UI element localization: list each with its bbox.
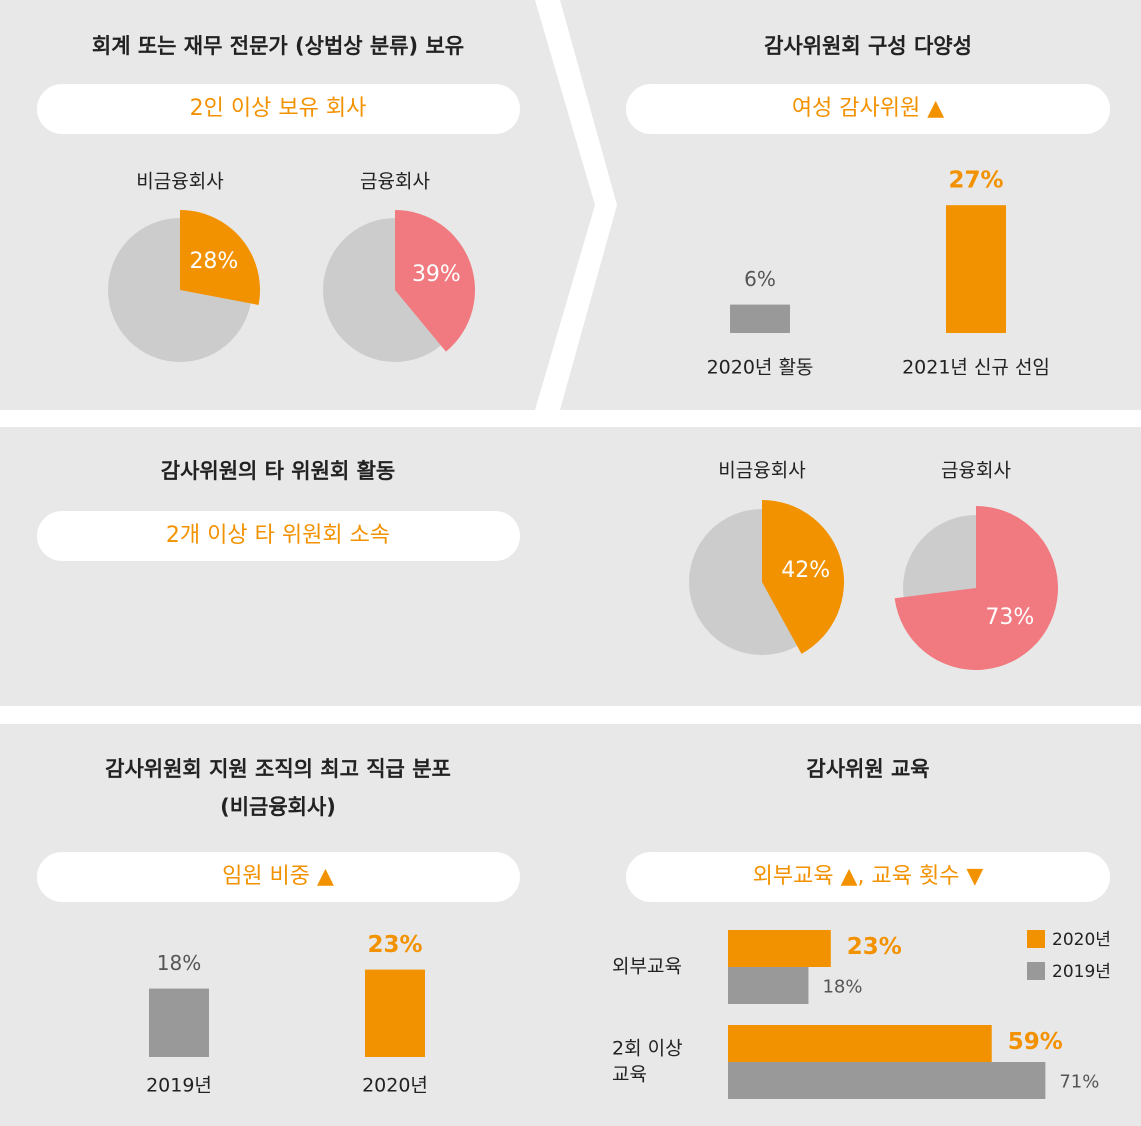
pill bbox=[626, 852, 1110, 902]
chart-title: 감사위원회 지원 조직의 최고 직급 분포 bbox=[105, 757, 451, 781]
pie-label: 금융회사 bbox=[360, 171, 430, 193]
pie-slice bbox=[894, 506, 1059, 671]
bar bbox=[946, 205, 1006, 333]
x-tick-label: 2020년 활동 bbox=[707, 357, 814, 379]
chart-title: 감사위원 교육 bbox=[806, 757, 929, 781]
bar bbox=[728, 930, 831, 967]
x-tick-label: 2020년 bbox=[362, 1075, 428, 1097]
bar bbox=[728, 1025, 992, 1062]
pill bbox=[37, 84, 520, 134]
panel bbox=[560, 0, 1141, 410]
chart-subtitle: 외부교육 ▲, 교육 횟수 ▼ bbox=[753, 864, 984, 889]
pill bbox=[37, 511, 520, 561]
pill bbox=[626, 84, 1110, 134]
legend-label: 2020년 bbox=[1052, 930, 1111, 950]
bar bbox=[728, 1062, 1046, 1099]
value-label: 59% bbox=[1008, 1029, 1063, 1055]
chart-subtitle: 2인 이상 보유 회사 bbox=[190, 96, 367, 121]
chart-title: 회계 또는 재무 전문가 (상법상 분류) 보유 bbox=[92, 34, 464, 58]
value-label: 18% bbox=[822, 977, 862, 998]
chart-subtitle: 여성 감사위원 ▲ bbox=[792, 96, 944, 121]
pie-slice bbox=[395, 210, 475, 352]
value-label: 18% bbox=[157, 951, 201, 975]
value-label: 73% bbox=[985, 605, 1034, 630]
value-label: 23% bbox=[847, 934, 902, 960]
y-tick-label: 2회 이상 bbox=[612, 1038, 683, 1060]
y-tick-label: 외부교육 bbox=[612, 956, 682, 978]
value-label: 39% bbox=[412, 262, 461, 287]
pie-label: 금융회사 bbox=[941, 460, 1011, 482]
chart-subtitle: 임원 비중 ▲ bbox=[222, 864, 334, 889]
legend-label: 2019년 bbox=[1052, 962, 1111, 982]
chart-title: 감사위원회 구성 다양성 bbox=[764, 34, 972, 58]
x-tick-label: 2021년 신규 선임 bbox=[902, 357, 1050, 379]
x-tick-label: 2019년 bbox=[146, 1075, 212, 1097]
pie-slice bbox=[762, 500, 845, 654]
pie-label: 비금융회사 bbox=[136, 171, 223, 193]
pill bbox=[37, 852, 520, 902]
chart-title: (비금융회사) bbox=[220, 795, 336, 819]
chart-subtitle: 2개 이상 타 위원회 소속 bbox=[166, 523, 390, 548]
legend-swatch bbox=[1027, 930, 1045, 948]
value-label: 71% bbox=[1059, 1072, 1099, 1093]
pie-label: 비금융회사 bbox=[718, 460, 805, 482]
y-tick-label: 교육 bbox=[612, 1064, 647, 1086]
bar bbox=[728, 967, 809, 1004]
value-label: 27% bbox=[948, 168, 1003, 194]
value-label: 6% bbox=[744, 267, 776, 291]
pie-slice bbox=[180, 210, 260, 305]
panel bbox=[0, 0, 595, 410]
chart-title: 감사위원의 타 위원회 활동 bbox=[161, 459, 395, 483]
bar bbox=[365, 969, 425, 1057]
bar bbox=[149, 988, 209, 1057]
value-label: 42% bbox=[781, 558, 830, 583]
legend-swatch bbox=[1027, 962, 1045, 980]
value-label: 28% bbox=[189, 249, 238, 274]
value-label: 23% bbox=[367, 932, 422, 958]
bar bbox=[730, 304, 790, 333]
